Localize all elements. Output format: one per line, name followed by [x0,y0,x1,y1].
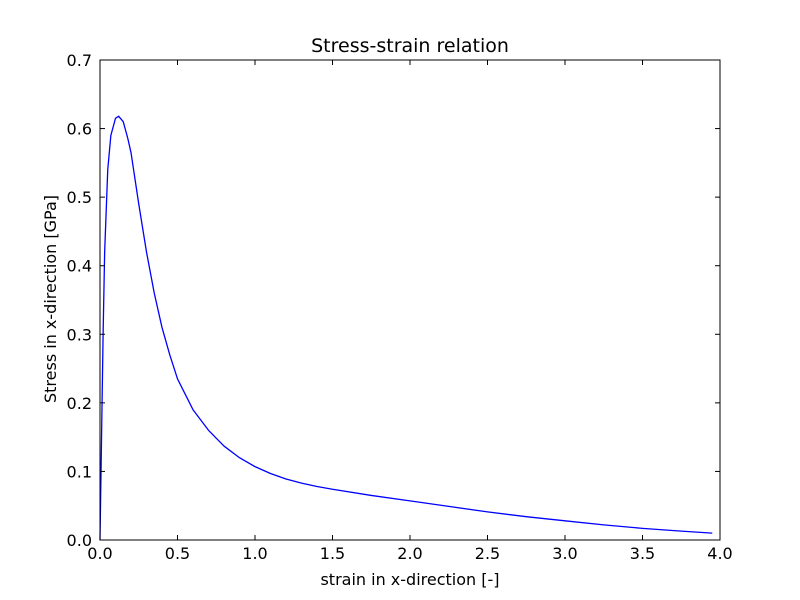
y-tick-label: 0.3 [67,325,92,344]
x-tick-label: 2.5 [475,544,500,563]
y-axis-label: Stress in x-direction [GPa] [41,195,60,403]
y-tick-label: 0.1 [67,462,92,481]
x-tick-label: 3.0 [552,544,577,563]
x-tick-label: 4.0 [707,544,732,563]
y-tick-label: 0.5 [67,188,92,207]
plot-frame [99,59,721,541]
y-tick-label: 0.4 [67,257,92,276]
y-tick-label: 0.7 [67,51,92,70]
y-tick-label: 0.2 [67,394,92,413]
x-tick-label: 1.0 [242,544,267,563]
plot-area: 0.0 0.5 1.0 1.5 2.0 2.5 3.0 3.5 4.0 0.0 0.1 0.2 0.3 0… [67,51,733,563]
x-tick-label: 2.0 [397,544,422,563]
x-tick-label: 1.5 [320,544,345,563]
series-line-0 [99,115,713,541]
y-tick-label: 0.6 [67,120,92,139]
x-axis-label: strain in x-direction [-] [320,570,499,589]
chart-title: Stress-strain relation [311,35,509,57]
y-tick-label: 0.0 [67,531,92,550]
x-tick-label: 0.5 [165,544,190,563]
x-tick-label: 3.5 [630,544,655,563]
x-tick-label: 0.0 [87,544,112,563]
